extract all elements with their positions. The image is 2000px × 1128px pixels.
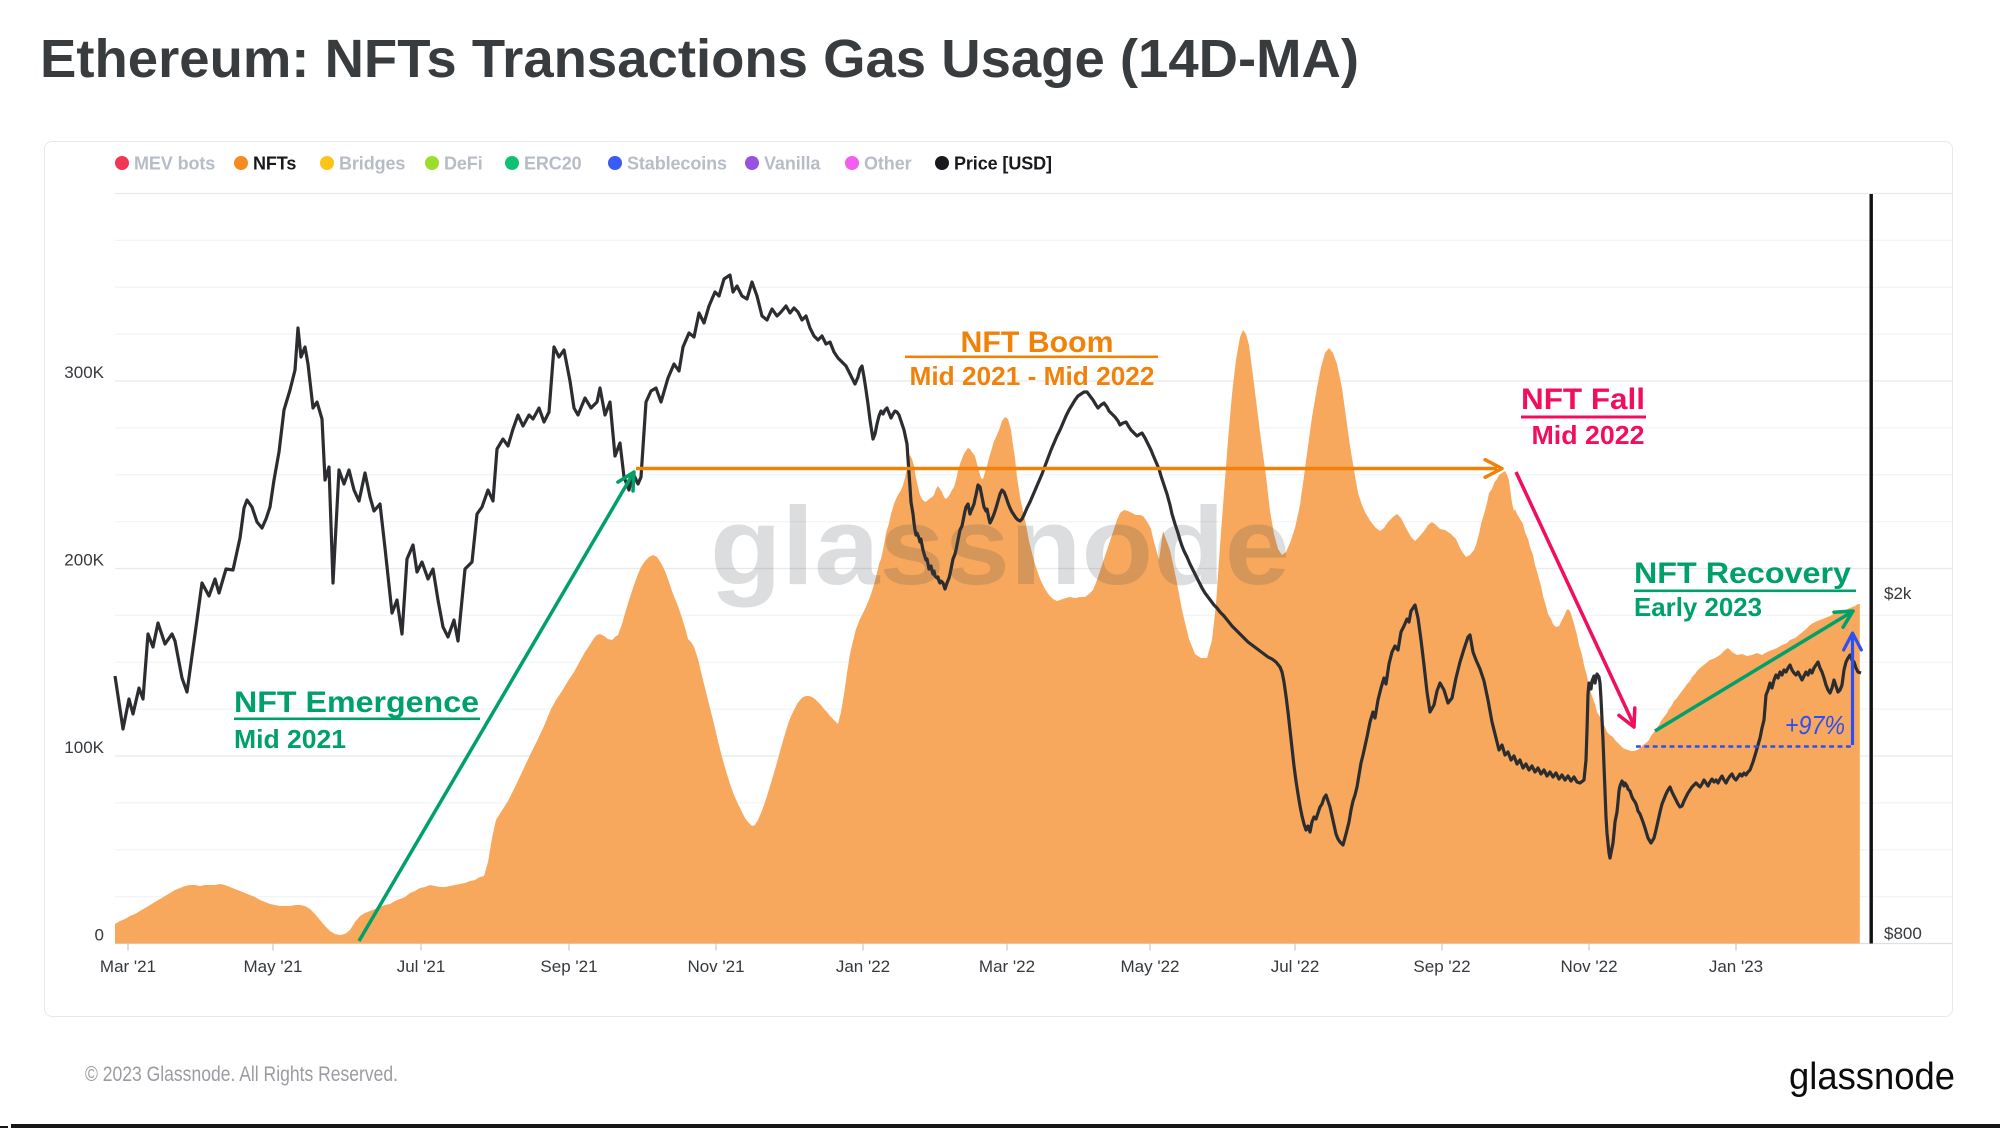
svg-text:Ethereum: NFTs Transactions Ga: Ethereum: NFTs Transactions Gas Usage (1… — [40, 29, 1359, 89]
svg-text:0: 0 — [95, 926, 104, 945]
svg-text:$2k: $2k — [1884, 584, 1912, 603]
svg-text:DeFi: DeFi — [444, 154, 483, 174]
svg-text:Mar '21: Mar '21 — [100, 957, 156, 976]
svg-text:Bridges: Bridges — [339, 154, 405, 174]
svg-text:Jan '22: Jan '22 — [836, 957, 890, 976]
svg-text:NFT Fall: NFT Fall — [1521, 383, 1645, 416]
svg-text:Nov '22: Nov '22 — [1560, 957, 1617, 976]
svg-text:Other: Other — [864, 154, 912, 174]
svg-text:Price [USD]: Price [USD] — [954, 154, 1052, 174]
svg-text:Nov '21: Nov '21 — [687, 957, 744, 976]
svg-text:Jul '22: Jul '22 — [1271, 957, 1320, 976]
svg-text:MEV bots: MEV bots — [134, 154, 215, 174]
svg-text:$800: $800 — [1884, 924, 1922, 943]
svg-text:NFT Boom: NFT Boom — [961, 326, 1114, 359]
svg-text:Vanilla: Vanilla — [764, 154, 821, 174]
svg-text:Sep '21: Sep '21 — [540, 957, 597, 976]
svg-text:300K: 300K — [64, 363, 104, 382]
svg-text:200K: 200K — [64, 551, 104, 570]
svg-text:100K: 100K — [64, 738, 104, 757]
svg-text:Stablecoins: Stablecoins — [627, 154, 727, 174]
svg-text:ERC20: ERC20 — [524, 154, 582, 174]
svg-text:Jul '21: Jul '21 — [397, 957, 446, 976]
svg-text:Sep '22: Sep '22 — [1413, 957, 1470, 976]
svg-text:glassnode: glassnode — [710, 485, 1290, 608]
svg-text:Mid 2022: Mid 2022 — [1532, 420, 1645, 450]
svg-text:May '22: May '22 — [1121, 957, 1180, 976]
svg-text:NFT Recovery: NFT Recovery — [1634, 557, 1851, 590]
svg-text:glassnode: glassnode — [1789, 1056, 1955, 1098]
svg-text:+97%: +97% — [1785, 710, 1845, 740]
svg-text:Jan '23: Jan '23 — [1709, 957, 1763, 976]
svg-text:May '21: May '21 — [244, 957, 303, 976]
svg-text:Mid 2021: Mid 2021 — [234, 724, 346, 754]
svg-text:© 2023 Glassnode. All Rights R: © 2023 Glassnode. All Rights Reserved. — [85, 1063, 398, 1086]
svg-text:Mid 2021 - Mid 2022: Mid 2021 - Mid 2022 — [910, 361, 1155, 391]
svg-text:Early 2023: Early 2023 — [1634, 592, 1762, 622]
svg-text:NFTs: NFTs — [253, 154, 296, 174]
svg-text:Mar '22: Mar '22 — [979, 957, 1035, 976]
svg-text:NFT Emergence: NFT Emergence — [234, 686, 479, 719]
